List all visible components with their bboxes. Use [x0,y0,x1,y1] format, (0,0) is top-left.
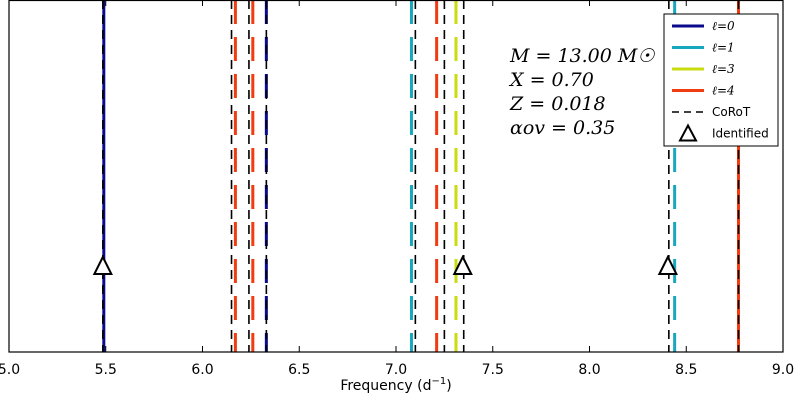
identified-marker-3 [657,254,678,275]
annotation-z: Z = 0.018 [509,93,606,115]
legend-label-2: ℓ=1 [712,41,735,55]
x-tick-label-7: 8.0 [578,362,600,378]
x-tick-label-9: 9.0 [772,362,794,378]
chart-marks [92,0,740,352]
x-tick-label-2: 5.5 [95,362,117,378]
legend-label-1: ℓ=0 [712,19,735,33]
chart-axes: 5.0 5.5 6.0 6.5 7.0 7.5 8.0 8.5 9.0 Frequency (d−… [0,0,794,394]
identified-marker-2 [452,254,473,275]
legend-label-5: CoRoT [712,105,751,119]
identified-marker-1 [92,254,113,275]
x-tick-label-8: 8.5 [675,362,697,378]
x-tick-label-6: 7.5 [482,362,504,378]
annotation-x: X = 0.70 [508,69,594,91]
x-tick-label-4: 6.5 [288,362,310,378]
legend-label-4: ℓ=4 [712,84,735,98]
legend-swatch-6 [678,123,698,142]
annotation-alpha-ov: αov = 0.35 [510,117,615,139]
x-tick-label-1: 5.0 [0,362,20,378]
x-tick-label-5: 7.0 [385,362,407,378]
chart-legend: ℓ=0 ℓ=1 ℓ=3 ℓ=4 CoRoT Identified [663,13,779,147]
x-tick-label-3: 6.0 [191,362,213,378]
x-axis-label: Frequency (d−1) [340,376,451,394]
annotation-mass: M = 13.00 M☉ [509,45,655,67]
legend-label-6: Identified [712,127,769,141]
legend-label-3: ℓ=3 [712,62,735,76]
legend-box [663,13,779,147]
